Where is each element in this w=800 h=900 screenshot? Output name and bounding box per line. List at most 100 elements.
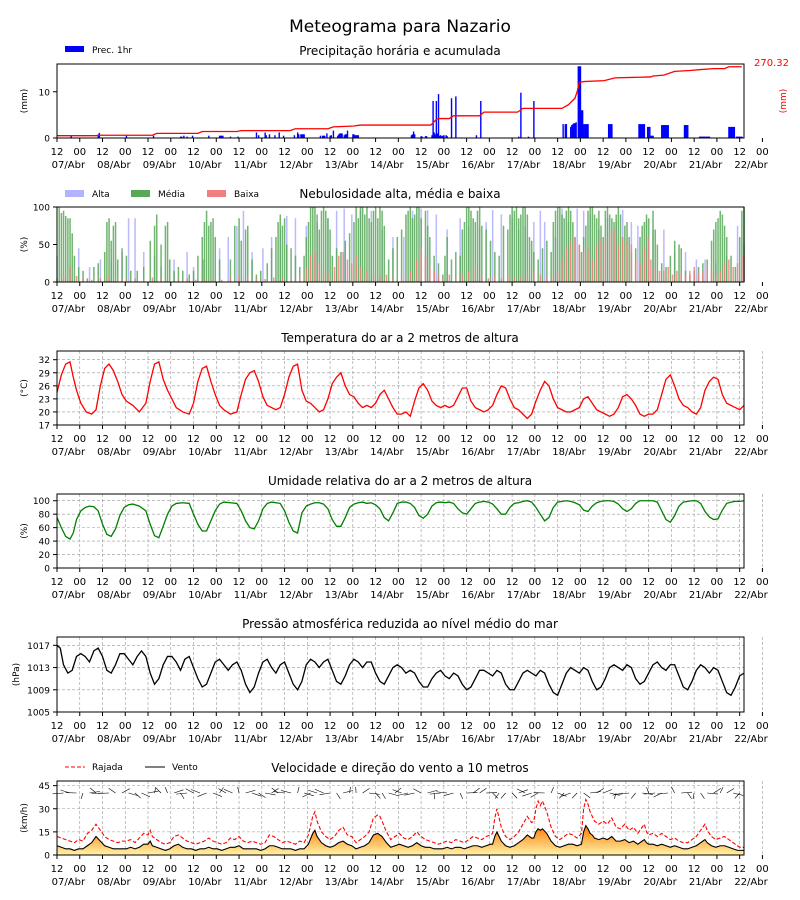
precip-bar	[651, 135, 653, 138]
precip-bar	[424, 136, 427, 138]
cloud-bar-mid	[611, 218, 613, 282]
legend-label: Baixa	[234, 190, 259, 200]
precip-bar	[639, 124, 641, 138]
precip-bar	[257, 135, 260, 138]
x-tick-hour: 00	[164, 147, 177, 158]
cloud-bar-high	[88, 267, 91, 282]
x-tick-hour: 12	[369, 577, 382, 588]
cloud-bar-low	[702, 270, 704, 282]
cloud-bar-low	[474, 267, 477, 282]
precip-bar	[661, 125, 663, 138]
plot-frame	[56, 780, 745, 856]
precip-bar	[321, 135, 324, 138]
y-axis-label: (km/h)	[20, 803, 30, 833]
y-tick-label: 45	[39, 782, 50, 792]
wind-direction-arrow	[561, 792, 571, 797]
precip-bar	[733, 126, 736, 138]
precip-bar	[221, 135, 223, 138]
cloud-bar-mid	[426, 225, 429, 282]
precip-bar	[455, 96, 457, 138]
precip-bar	[303, 134, 305, 138]
x-day-label: 12/Abr	[279, 304, 313, 315]
precip-bar	[183, 135, 185, 138]
wind-direction-arrow	[692, 792, 695, 800]
x-tick-hour: 12	[278, 434, 291, 445]
cloud-bar-low	[697, 274, 700, 282]
wind-direction-arrow	[108, 788, 116, 794]
cloud-bar-mid	[669, 255, 672, 282]
precip-bar	[355, 135, 357, 138]
cloud-bar-high	[77, 248, 80, 282]
cloud-bar-mid	[554, 210, 557, 282]
x-tick-hour: 12	[460, 864, 473, 875]
cloud-bar-mid	[82, 270, 84, 282]
precip-bar	[703, 136, 705, 138]
wind-direction-arrow	[362, 788, 370, 794]
x-tick-hour: 12	[733, 291, 746, 302]
cloud-bar-mid	[719, 210, 721, 282]
wind-direction-arrow	[459, 792, 464, 799]
x-tick-hour: 00	[665, 147, 678, 158]
x-day-label: 08/Abr	[97, 877, 131, 888]
x-tick-hour: 00	[665, 577, 678, 588]
x-tick-hour: 12	[642, 721, 655, 732]
x-day-label: 14/Abr	[370, 447, 404, 458]
precip-bar	[584, 124, 586, 138]
precip-bar	[698, 136, 701, 138]
x-day-label: 09/Abr	[143, 590, 177, 601]
cloud-bar-mid	[361, 207, 364, 282]
x-day-label: 22/Abr	[734, 447, 768, 458]
precip-bar	[475, 135, 478, 138]
panel-1: 0 10 (mm) 12 00 12 00 12 00 12 00 12 00 12 00 12 00 12 00 1…	[20, 44, 789, 171]
cloud-bar-low	[142, 279, 145, 282]
x-tick-hour: 00	[574, 577, 587, 588]
wind-direction-arrow	[223, 788, 233, 794]
x-tick-hour: 00	[210, 147, 223, 158]
x-day-label: 10/Abr	[188, 590, 222, 601]
x-day-label: 07/Abr	[52, 160, 86, 171]
x-tick-hour: 12	[551, 577, 564, 588]
x-tick-hour: 00	[164, 721, 177, 732]
cloud-bar-mid	[355, 207, 357, 282]
legend-label: Alta	[92, 190, 110, 200]
wind-direction-arrow	[52, 792, 64, 795]
cloud-bar-low	[600, 237, 602, 282]
precip-bar	[434, 134, 436, 138]
cloud-bar-mid	[665, 267, 667, 282]
cloud-bar-low	[342, 252, 344, 282]
wind-direction-arrow	[612, 792, 623, 796]
x-tick-hour: 00	[620, 147, 633, 158]
x-tick-hour: 00	[164, 434, 177, 445]
cloud-bar-mid	[561, 214, 563, 282]
cloud-bar-low	[494, 276, 496, 282]
cloud-bar-mid	[299, 267, 301, 282]
cloud-bar-low	[379, 276, 381, 282]
legend-label: Vento	[172, 763, 198, 773]
wind-direction-arrow	[297, 786, 300, 794]
precip-bar	[431, 135, 433, 138]
wind-direction-arrow	[707, 792, 719, 795]
x-day-label: 17/Abr	[507, 734, 541, 745]
x-day-label: 13/Abr	[325, 160, 359, 171]
precip-bar	[237, 136, 239, 138]
wind-direction-arrow	[630, 792, 636, 799]
x-day-label: 16/Abr	[461, 734, 495, 745]
x-tick-hour: 12	[597, 291, 610, 302]
y-tick-label: 1017	[27, 642, 50, 652]
cloud-bar-mid	[60, 213, 63, 282]
x-tick-hour: 12	[233, 291, 246, 302]
cloud-bar-low	[351, 263, 353, 282]
wind-direction-arrow	[518, 789, 528, 794]
x-tick-hour: 12	[688, 721, 701, 732]
x-tick-hour: 00	[119, 434, 132, 445]
wind-direction-arrow	[494, 792, 500, 799]
cloud-bar-mid	[329, 229, 331, 282]
cloud-bar-mid	[114, 222, 117, 282]
wind-direction-arrow	[258, 792, 266, 798]
x-tick-hour: 00	[392, 147, 405, 158]
x-tick-hour: 12	[597, 147, 610, 158]
cloud-bar-low	[400, 276, 403, 282]
x-tick-hour: 00	[346, 721, 359, 732]
precip-bar	[581, 110, 584, 138]
cloud-bar-mid	[656, 244, 659, 282]
